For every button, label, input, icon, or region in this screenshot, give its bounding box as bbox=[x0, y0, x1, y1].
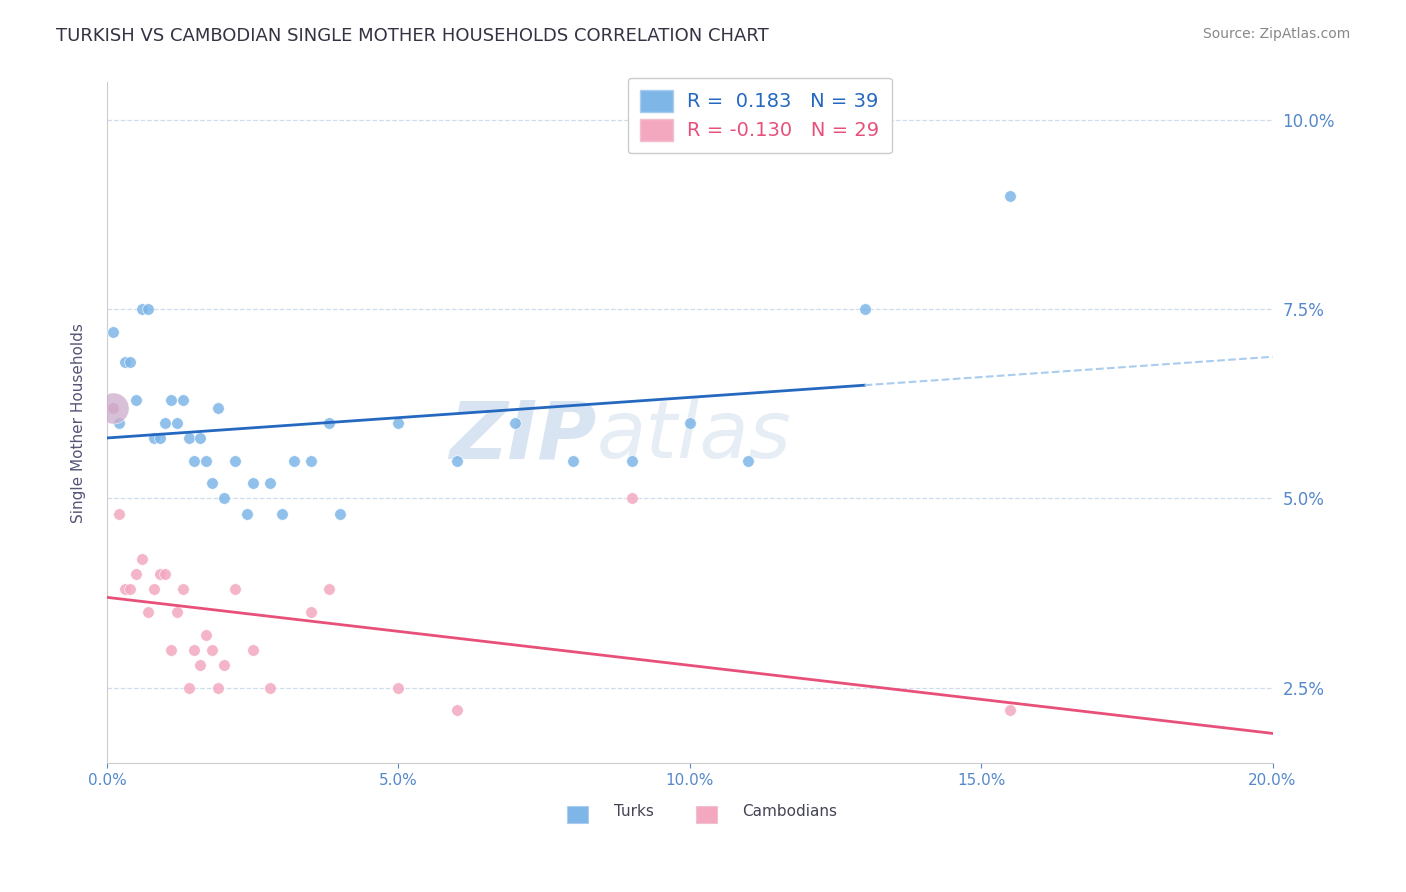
Point bbox=[1000, 188, 1022, 202]
Y-axis label: Single Mother Households: Single Mother Households bbox=[72, 323, 86, 523]
Point bbox=[242, 643, 264, 657]
Point bbox=[195, 628, 218, 642]
Point bbox=[142, 582, 165, 597]
Point bbox=[125, 567, 148, 582]
Point bbox=[136, 605, 159, 619]
Point bbox=[446, 453, 468, 467]
Point bbox=[207, 401, 229, 415]
Text: Source: ZipAtlas.com: Source: ZipAtlas.com bbox=[1202, 27, 1350, 41]
Point bbox=[201, 476, 224, 491]
Point bbox=[188, 431, 211, 445]
Point bbox=[318, 582, 340, 597]
Point bbox=[201, 643, 224, 657]
Text: atlas: atlas bbox=[596, 398, 792, 475]
Point bbox=[259, 476, 281, 491]
Point bbox=[207, 681, 229, 695]
Point bbox=[101, 401, 124, 415]
Point bbox=[242, 476, 264, 491]
Point bbox=[114, 355, 136, 369]
Point bbox=[101, 401, 124, 415]
Point bbox=[177, 681, 200, 695]
Point bbox=[387, 681, 409, 695]
Point bbox=[679, 416, 702, 430]
Point bbox=[160, 643, 183, 657]
Text: ZIP: ZIP bbox=[449, 398, 596, 475]
Point bbox=[259, 681, 281, 695]
Point bbox=[1000, 703, 1022, 717]
Point bbox=[387, 416, 409, 430]
Point bbox=[299, 605, 322, 619]
Point bbox=[620, 491, 643, 506]
Point bbox=[620, 453, 643, 467]
Point bbox=[212, 491, 235, 506]
Point bbox=[166, 605, 188, 619]
Point bbox=[142, 431, 165, 445]
Point bbox=[166, 416, 188, 430]
Point bbox=[224, 582, 246, 597]
Point bbox=[212, 657, 235, 672]
Text: TURKISH VS CAMBODIAN SINGLE MOTHER HOUSEHOLDS CORRELATION CHART: TURKISH VS CAMBODIAN SINGLE MOTHER HOUSE… bbox=[56, 27, 769, 45]
Point bbox=[172, 582, 194, 597]
Text: Turks: Turks bbox=[614, 804, 654, 819]
Point bbox=[131, 302, 153, 317]
Point bbox=[114, 582, 136, 597]
Point bbox=[177, 431, 200, 445]
FancyBboxPatch shape bbox=[568, 806, 588, 823]
Point bbox=[107, 507, 129, 521]
FancyBboxPatch shape bbox=[696, 806, 717, 823]
Point bbox=[446, 703, 468, 717]
Point bbox=[236, 507, 259, 521]
Point bbox=[183, 453, 205, 467]
Point bbox=[299, 453, 322, 467]
Point bbox=[148, 567, 170, 582]
Text: Cambodians: Cambodians bbox=[742, 804, 837, 819]
Legend: R =  0.183   N = 39, R = -0.130   N = 29: R = 0.183 N = 39, R = -0.130 N = 29 bbox=[627, 78, 891, 153]
Point bbox=[155, 416, 177, 430]
Point bbox=[562, 453, 585, 467]
Point bbox=[107, 416, 129, 430]
Point bbox=[120, 582, 142, 597]
Point bbox=[160, 392, 183, 407]
Point bbox=[101, 401, 124, 415]
Point bbox=[188, 657, 211, 672]
Point bbox=[131, 552, 153, 566]
Point bbox=[283, 453, 305, 467]
Point bbox=[737, 453, 759, 467]
Point bbox=[224, 453, 246, 467]
Point bbox=[195, 453, 218, 467]
Point bbox=[101, 325, 124, 339]
Point bbox=[120, 355, 142, 369]
Point bbox=[155, 567, 177, 582]
Point bbox=[172, 392, 194, 407]
Point bbox=[136, 302, 159, 317]
Point bbox=[503, 416, 526, 430]
Point bbox=[101, 401, 124, 415]
Point bbox=[183, 643, 205, 657]
Point bbox=[318, 416, 340, 430]
Point bbox=[148, 431, 170, 445]
Point bbox=[329, 507, 352, 521]
Point bbox=[125, 392, 148, 407]
Point bbox=[853, 302, 876, 317]
Point bbox=[270, 507, 292, 521]
